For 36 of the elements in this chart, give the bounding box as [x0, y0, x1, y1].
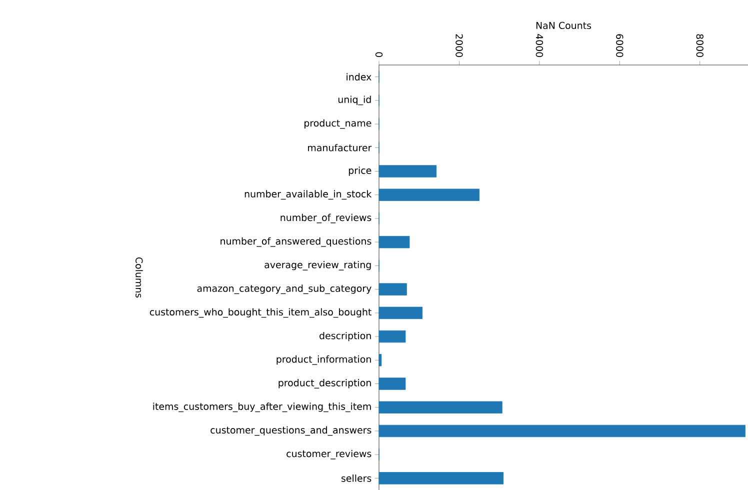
y-tick-label: number_of_reviews	[280, 214, 372, 224]
y-tick-label: customer_reviews	[286, 450, 372, 460]
y-axis-title: Columns	[136, 257, 143, 298]
x-tick-label: 8000	[696, 34, 704, 57]
y-tick-label: price	[348, 166, 372, 176]
bar	[378, 472, 504, 484]
x-tick-label: 4000	[536, 34, 544, 57]
bar	[378, 236, 410, 248]
y-tick-label: product_name	[304, 119, 372, 129]
y-tick-label: items_customers_buy_after_viewing_this_item	[153, 402, 371, 412]
bar	[378, 424, 746, 438]
bar	[378, 401, 502, 414]
x-axis-title: NaN Counts	[536, 22, 592, 30]
y-tick-label: amazon_category_and_sub_category	[197, 284, 372, 294]
y-tick-label: product_description	[278, 379, 371, 388]
bar	[378, 165, 437, 178]
y-tick-label: product_information	[276, 355, 371, 365]
bar	[378, 354, 382, 366]
x-tick-label: 0	[375, 52, 383, 58]
y-tick-label: customer_questions_and_answers	[210, 426, 372, 436]
y-tick-label: uniq_id	[338, 96, 371, 106]
y-tick-label: description	[320, 332, 371, 342]
y-tick-label: customers_who_bought_this_item_also_bought	[150, 308, 372, 318]
y-tick-label: average_review_rating	[264, 260, 371, 270]
x-tick-label: 6000	[616, 34, 624, 57]
bar	[378, 378, 406, 390]
bar	[378, 306, 423, 320]
y-tick-label: sellers	[342, 474, 372, 482]
bar	[378, 283, 407, 296]
x-tick-label: 2000	[456, 34, 463, 57]
y-tick-label: manufacturer	[308, 144, 372, 152]
y-tick-label: index	[346, 73, 372, 80]
bar	[378, 330, 406, 343]
bar	[378, 188, 480, 201]
y-tick-label: number_of_answered_questions	[220, 237, 372, 247]
y-tick-label: number_available_in_stock	[244, 190, 372, 200]
